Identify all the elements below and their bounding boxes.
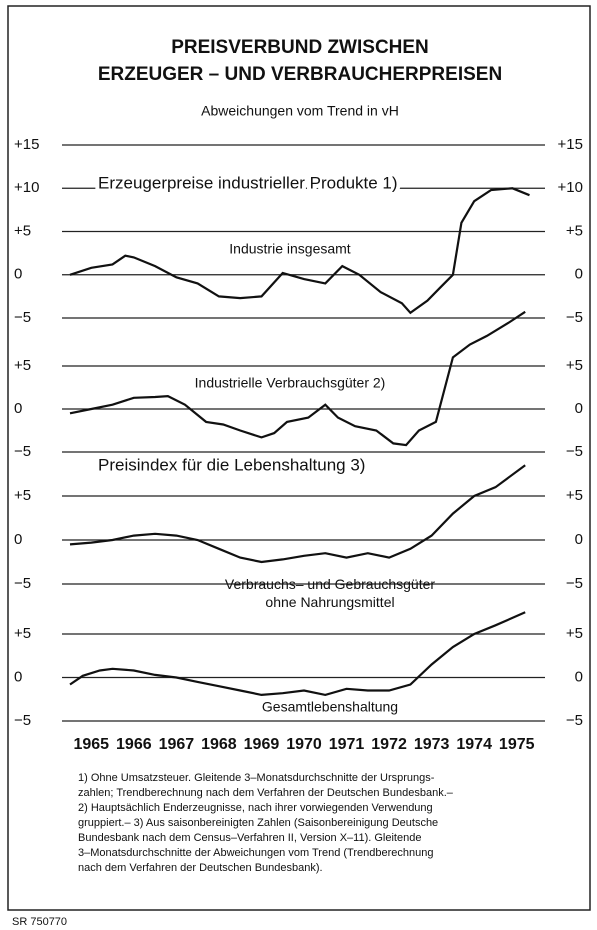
y-tick-label: 0 [14,668,22,685]
footnote: 2) Hauptsächlich Enderzeugnisse, nach ih… [78,802,433,814]
x-tick-label: 1968 [201,736,237,753]
y2-tick-label: −5 [566,712,583,729]
y2-tick-label: −5 [566,575,583,592]
line [69,464,526,564]
y-tick-label: +5 [14,625,31,642]
y-tick-label: +5 [14,357,31,374]
x-tick-label: 1974 [456,736,492,753]
frame [7,5,591,911]
title-line: PREISVERBUND ZWISCHEN [171,37,429,58]
footnote: Bundesbank nach dem Census–Verfahren II,… [78,832,421,844]
series-label: Industrielle Verbrauchsgüter 2) [195,375,386,391]
y2-tick-label: 0 [575,400,583,417]
x-tick-label: 1966 [116,736,152,753]
x-tick-label: 1965 [73,736,109,753]
y2-tick-label: +15 [558,136,583,153]
y-tick-label: −5 [14,712,31,729]
y-tick-label: 0 [14,400,22,417]
title-line: ERZEUGER – UND VERBRAUCHERPREISEN [98,64,502,85]
y-tick-label: 0 [14,266,22,283]
series-label: Gesamtlebenshaltung [262,699,398,715]
y-tick-label: +5 [14,222,31,239]
x-tick-label: 1971 [329,736,365,753]
y-tick-label: −5 [14,575,31,592]
footnote: nach dem Verfahren der Deutschen Bundesb… [78,862,323,874]
y2-tick-label: 0 [575,266,583,283]
line [69,310,526,447]
y-tick-label: +5 [14,487,31,504]
code: SR 750770 [12,916,67,928]
y2-tick-label: +5 [566,625,583,642]
footnote: 1) Ohne Umsatzsteuer. Gleitende 3–Monats… [78,772,435,784]
x-tick-label: 1967 [159,736,195,753]
y2-tick-label: +10 [558,179,583,196]
x-tick-label: 1973 [414,736,450,753]
subtitle: Abweichungen vom Trend in vH [201,103,399,119]
y2-tick-label: +5 [566,357,583,374]
line [69,611,526,697]
y-tick-label: +10 [14,179,39,196]
x-tick-label: 1975 [499,736,535,753]
series-label: Industrie insgesamt [229,241,351,257]
footnote: zahlen; Trendberechnung nach dem Verfahr… [78,787,454,799]
y2-tick-label: −5 [566,443,583,460]
y2-tick-label: +5 [566,222,583,239]
y2-tick-label: 0 [575,668,583,685]
y2-tick-label: +5 [566,487,583,504]
x-tick-label: 1970 [286,736,322,753]
y-tick-label: −5 [14,309,31,326]
x-tick-label: 1969 [244,736,280,753]
y-tick-label: +15 [14,136,39,153]
series-label: Verbrauchs– und Gebrauchsgüter ohne Nahr… [224,576,436,610]
panel-title: Erzeugerpreise industrieller Produkte 1) [98,173,398,192]
y-tick-label: 0 [14,531,22,548]
y-tick-label: −5 [14,443,31,460]
footnote: 3–Monatsdurchschnitte der Abweichungen v… [78,847,433,859]
y2-tick-label: 0 [575,531,583,548]
series-label-box: Verbrauchs– und Gebrauchsgüter ohne Nahr… [224,576,436,610]
y2-tick-label: −5 [566,309,583,326]
line [69,187,530,315]
footnote: gruppiert.– 3) Aus saisonbereinigten Zah… [78,817,438,829]
panel-title: Preisindex für die Lebenshaltung 3) [98,455,365,474]
x-tick-label: 1972 [371,736,407,753]
